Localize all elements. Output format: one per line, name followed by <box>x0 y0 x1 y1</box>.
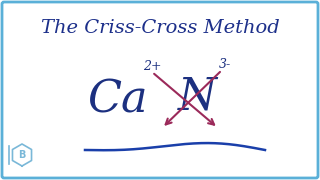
Text: N: N <box>178 75 217 119</box>
Text: The Criss-Cross Method: The Criss-Cross Method <box>41 19 279 37</box>
Text: 3-: 3- <box>219 58 231 71</box>
FancyBboxPatch shape <box>2 2 318 178</box>
Text: B: B <box>18 150 26 160</box>
Text: Ca: Ca <box>88 78 148 122</box>
Text: 2+: 2+ <box>143 60 161 73</box>
